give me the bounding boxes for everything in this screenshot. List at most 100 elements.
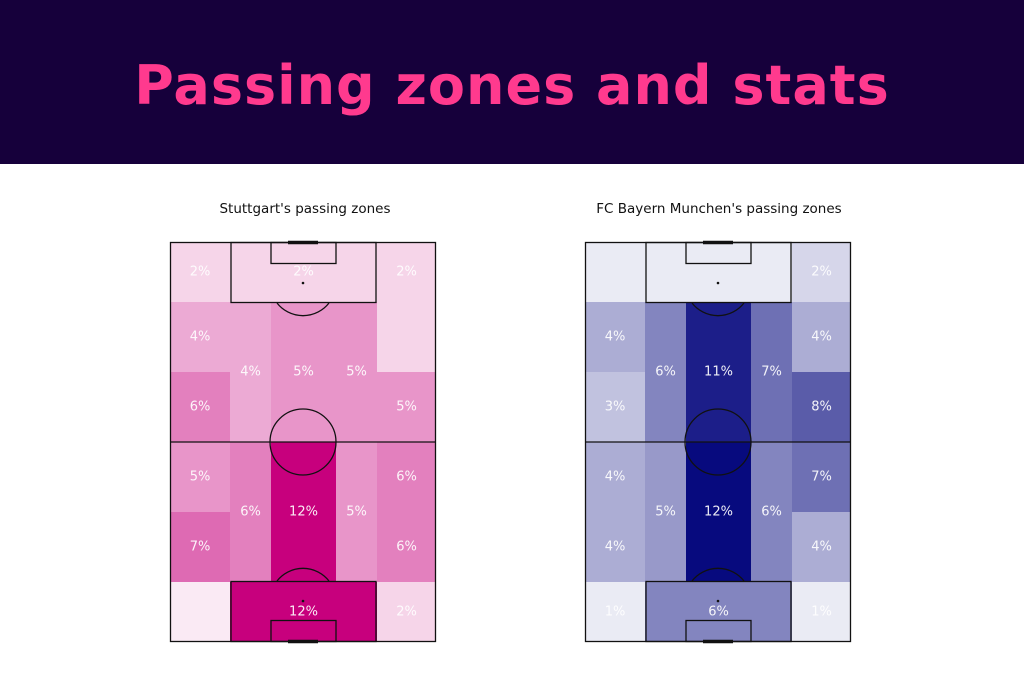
bottom-penalty-spot bbox=[716, 599, 720, 603]
zone-lower-center bbox=[271, 442, 336, 582]
zone-label-lower-right-wide-2: 6% bbox=[396, 540, 417, 555]
zone-label-upper-right-wide-2: 5% bbox=[396, 400, 417, 415]
zone-label-bottom-right-wide: 2% bbox=[396, 605, 417, 620]
bayern-passing-pitch: 2% 4% 3% 6% 11% 7% 4% 8% 4% 4% 5% 12% 6% 7% 4% 1% 6% 1% bbox=[584, 240, 852, 644]
zone-bottom-box bbox=[645, 582, 792, 642]
top-penalty-arc bbox=[691, 302, 745, 317]
page-title: Passing zones and stats bbox=[134, 53, 890, 117]
zone-label-upper-left-wide-1: 4% bbox=[190, 330, 211, 345]
zone-layer bbox=[170, 242, 436, 642]
zone-lower-right-wide-2 bbox=[377, 512, 436, 582]
zone-bottom-right-wide bbox=[377, 582, 436, 642]
zone-label-lower-right-wide-1: 6% bbox=[396, 470, 417, 485]
top-penalty-arc bbox=[276, 302, 330, 317]
zone-label-upper-left-half: 4% bbox=[240, 365, 261, 380]
zone-label-lower-center: 12% bbox=[704, 505, 733, 520]
zone-upper-right-half bbox=[751, 302, 792, 442]
zone-upper-right-wide-1 bbox=[792, 302, 851, 372]
zone-label-lower-left-wide-2: 4% bbox=[605, 540, 626, 555]
zone-label-top-right-wide: 2% bbox=[811, 265, 832, 280]
stuttgart-passing-pitch: 2% 2% 2% 4% 6% 4% 5% 5% 5% 5% 7% 6% 12% 5% 6% 6% 12% 2% bbox=[169, 240, 437, 644]
zone-bottom-left-wide bbox=[170, 582, 230, 642]
zone-lower-right-half bbox=[751, 442, 792, 582]
zone-lower-left-wide-2 bbox=[170, 512, 230, 582]
zone-upper-left-half bbox=[645, 302, 686, 442]
zone-upper-left-wide-2 bbox=[585, 372, 645, 442]
zone-top-left-wide bbox=[585, 242, 645, 302]
zone-lower-left-wide-1 bbox=[170, 442, 230, 512]
zone-upper-center bbox=[271, 302, 336, 442]
zone-upper-left-half bbox=[230, 302, 271, 442]
zone-label-lower-right-half: 5% bbox=[346, 505, 367, 520]
zone-label-upper-left-wide-2: 6% bbox=[190, 400, 211, 415]
zone-label-lower-left-half: 5% bbox=[655, 505, 676, 520]
zone-label-lower-left-wide-1: 4% bbox=[605, 470, 626, 485]
pitch-spots bbox=[716, 281, 720, 603]
zone-lower-right-wide-1 bbox=[377, 442, 436, 512]
zone-top-right-wide bbox=[792, 242, 851, 302]
pitch-markings bbox=[584, 240, 852, 644]
center-circle bbox=[269, 408, 337, 476]
zone-label-lower-right-half: 6% bbox=[761, 505, 782, 520]
zone-label-top-right-wide: 2% bbox=[396, 265, 417, 280]
zone-label-upper-right-half: 5% bbox=[346, 365, 367, 380]
zone-bottom-left-wide bbox=[585, 582, 645, 642]
bayern-chart-title: FC Bayern Munchen's passing zones bbox=[596, 201, 842, 217]
zone-lower-center bbox=[686, 442, 751, 582]
zone-upper-center bbox=[686, 302, 751, 442]
zone-lower-left-half bbox=[645, 442, 686, 582]
zone-label-upper-center: 5% bbox=[293, 365, 314, 380]
zone-upper-right-wide-1 bbox=[377, 302, 436, 372]
bottom-penalty-spot bbox=[301, 599, 305, 603]
zone-top-box bbox=[230, 242, 377, 302]
zone-label-upper-left-half: 6% bbox=[655, 365, 676, 380]
zone-label-upper-right-half: 7% bbox=[761, 365, 782, 380]
zone-label-lower-center: 12% bbox=[289, 505, 318, 520]
zone-label-lower-left-wide-2: 7% bbox=[190, 540, 211, 555]
zone-upper-right-half bbox=[336, 302, 377, 442]
zone-upper-right-wide-2 bbox=[792, 372, 851, 442]
zone-lower-left-half bbox=[230, 442, 271, 582]
zone-label-bottom-box: 12% bbox=[289, 605, 318, 620]
zone-labels: 2% 2% 2% 4% 6% 4% 5% 5% 5% 5% 7% 6% 12% 5% 6% 6% 12% 2% bbox=[190, 265, 417, 620]
zone-top-right-wide bbox=[377, 242, 436, 302]
zone-label-upper-left-wide-2: 3% bbox=[605, 400, 626, 415]
zone-label-upper-right-wide-2: 8% bbox=[811, 400, 832, 415]
zone-bottom-box bbox=[230, 582, 377, 642]
zone-label-upper-left-wide-1: 4% bbox=[605, 330, 626, 345]
zone-label-lower-right-wide-2: 4% bbox=[811, 540, 832, 555]
zone-label-bottom-right-wide: 1% bbox=[811, 605, 832, 620]
bottom-penalty-arc bbox=[691, 567, 745, 582]
zone-top-left-wide bbox=[170, 242, 230, 302]
zone-label-upper-center: 11% bbox=[704, 365, 733, 380]
zone-label-bottom-box: 6% bbox=[708, 605, 729, 620]
center-circle bbox=[684, 408, 752, 476]
header-banner: Passing zones and stats bbox=[0, 0, 1024, 164]
zone-lower-left-wide-2 bbox=[585, 512, 645, 582]
zone-upper-left-wide-2 bbox=[170, 372, 230, 442]
pitch-markings bbox=[169, 240, 437, 644]
zone-upper-left-wide-1 bbox=[585, 302, 645, 372]
zone-label-bottom-left-wide: 1% bbox=[605, 605, 626, 620]
zone-label-top-left-wide: 2% bbox=[190, 265, 211, 280]
stuttgart-chart-title: Stuttgart's passing zones bbox=[219, 201, 391, 217]
top-penalty-spot bbox=[716, 281, 720, 285]
zone-label-lower-left-wide-1: 5% bbox=[190, 470, 211, 485]
zone-lower-right-half bbox=[336, 442, 377, 582]
zone-label-upper-right-wide-1: 4% bbox=[811, 330, 832, 345]
zone-label-lower-right-wide-1: 7% bbox=[811, 470, 832, 485]
bottom-penalty-arc bbox=[276, 567, 330, 582]
zone-label-lower-left-half: 6% bbox=[240, 505, 261, 520]
zone-lower-left-wide-1 bbox=[585, 442, 645, 512]
pitch-spots bbox=[301, 281, 305, 603]
zone-bottom-right-wide bbox=[792, 582, 851, 642]
zone-labels: 2% 4% 3% 6% 11% 7% 4% 8% 4% 4% 5% 12% 6% 7% 4% 1% 6% 1% bbox=[605, 265, 832, 620]
zone-lower-right-wide-1 bbox=[792, 442, 851, 512]
zone-top-box bbox=[645, 242, 792, 302]
zone-upper-left-wide-1 bbox=[170, 302, 230, 372]
zone-label-top-box: 2% bbox=[293, 265, 314, 280]
top-penalty-spot bbox=[301, 281, 305, 285]
zone-layer bbox=[585, 242, 851, 642]
zone-upper-right-wide-2 bbox=[377, 372, 436, 442]
zone-lower-right-wide-2 bbox=[792, 512, 851, 582]
